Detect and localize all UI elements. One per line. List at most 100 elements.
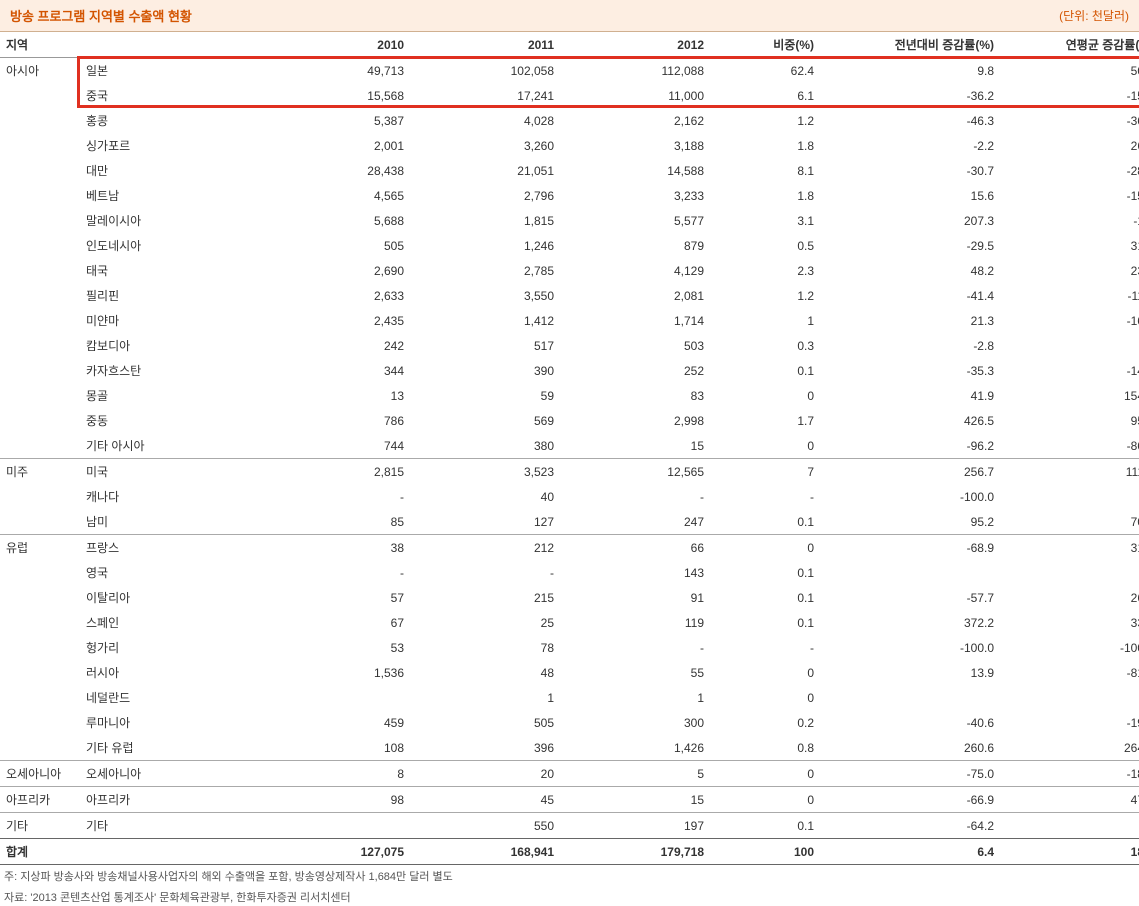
cell-yoy: -2.8: [820, 333, 1000, 358]
cell-2010: 2,690: [260, 258, 410, 283]
cell-2010: [260, 813, 410, 839]
cell-yoy: -68.9: [820, 535, 1000, 561]
col-share: 비중(%): [710, 32, 820, 58]
cell-2011: 2,796: [410, 183, 560, 208]
cell-region: [0, 333, 80, 358]
table-row: 유럽프랑스38212660-68.931.9: [0, 535, 1139, 561]
table-row: 캐나다-40---100.0-: [0, 484, 1139, 509]
cell-2010: 2,815: [260, 459, 410, 485]
table-row: 인도네시아5051,2468790.5-29.531.9: [0, 233, 1139, 258]
cell-share: 1.2: [710, 108, 820, 133]
cell-yoy: -40.6: [820, 710, 1000, 735]
cell-cagr: 26.9: [1000, 585, 1139, 610]
cell-2010: 38: [260, 535, 410, 561]
cell-2010: 744: [260, 433, 410, 459]
cell-cagr: 50.2: [1000, 58, 1139, 84]
cell-2011: 212: [410, 535, 560, 561]
table-row: 몽골135983041.9154.6: [0, 383, 1139, 408]
cell-yoy: -35.3: [820, 358, 1000, 383]
cell-2012: 1: [560, 685, 710, 710]
table-row: 러시아1,5364855013.9-81.1: [0, 660, 1139, 685]
cell-yoy: -2.2: [820, 133, 1000, 158]
cell-country: 태국: [80, 258, 260, 283]
cell-country: 헝가리: [80, 635, 260, 660]
cell-yoy: 15.6: [820, 183, 1000, 208]
cell-yoy: -66.9: [820, 787, 1000, 813]
cell-country: 이탈리아: [80, 585, 260, 610]
cell-country: 미얀마: [80, 308, 260, 333]
cell-region: [0, 660, 80, 685]
cell-2011: 3,550: [410, 283, 560, 308]
cell-country: 베트남: [80, 183, 260, 208]
cell-region: [0, 133, 80, 158]
table-row: 스페인67251190.1372.233.5: [0, 610, 1139, 635]
cell-total-y2011: 168,941: [410, 839, 560, 865]
cell-2010: 5,387: [260, 108, 410, 133]
cell-region: [0, 108, 80, 133]
cell-cagr: 26.2: [1000, 133, 1139, 158]
cell-share: 0.1: [710, 813, 820, 839]
cell-yoy: -57.7: [820, 585, 1000, 610]
cell-2012: 300: [560, 710, 710, 735]
cell-cagr: 31.9: [1000, 535, 1139, 561]
cell-share: 0.5: [710, 233, 820, 258]
cell-2010: 8: [260, 761, 410, 787]
cell-country: 영국: [80, 560, 260, 585]
footnote-2: 자료: '2013 콘텐츠산업 통계조사' 문화체육관광부, 한화투자증권 리서…: [0, 886, 1139, 906]
cell-yoy: -36.2: [820, 83, 1000, 108]
cell-cagr: -81.1: [1000, 660, 1139, 685]
cell-yoy: 207.3: [820, 208, 1000, 233]
cell-2010: [260, 685, 410, 710]
cell-yoy: 41.9: [820, 383, 1000, 408]
cell-country: 몽골: [80, 383, 260, 408]
cell-2010: 98: [260, 787, 410, 813]
cell-2011: 20: [410, 761, 560, 787]
cell-2010: 67: [260, 610, 410, 635]
cell-2011: 396: [410, 735, 560, 761]
cell-2011: 4,028: [410, 108, 560, 133]
cell-share: 2.3: [710, 258, 820, 283]
cell-total-share: 100: [710, 839, 820, 865]
cell-share: 0: [710, 761, 820, 787]
cell-cagr: 264.2: [1000, 735, 1139, 761]
title-bar: 방송 프로그램 지역별 수출액 현황 (단위: 천달러): [0, 0, 1139, 32]
cell-2011: 25: [410, 610, 560, 635]
cell-2010: 2,633: [260, 283, 410, 308]
cell-2012: 2,081: [560, 283, 710, 308]
cell-yoy: -46.3: [820, 108, 1000, 133]
cell-total-label: 합계: [0, 839, 260, 865]
cell-2010: 786: [260, 408, 410, 433]
cell-cagr: 70.5: [1000, 509, 1139, 535]
cell-2012: 11,000: [560, 83, 710, 108]
cell-2011: 380: [410, 433, 560, 459]
cell-share: 1: [710, 308, 820, 333]
cell-cagr: -86.0: [1000, 433, 1139, 459]
cell-region: [0, 158, 80, 183]
table-row: 필리핀2,6333,5502,0811.2-41.4-11.1: [0, 283, 1139, 308]
cell-yoy: -41.4: [820, 283, 1000, 308]
cell-yoy: 372.2: [820, 610, 1000, 635]
table-row: 캄보디아2425175030.3-2.844: [0, 333, 1139, 358]
cell-2010: 13: [260, 383, 410, 408]
cell-yoy: -75.0: [820, 761, 1000, 787]
table-row: 아시아일본49,713102,058112,08862.49.850.2: [0, 58, 1139, 84]
cell-2011: 127: [410, 509, 560, 535]
cell-country: 프랑스: [80, 535, 260, 561]
table-row: 태국2,6902,7854,1292.348.223.9: [0, 258, 1139, 283]
cell-share: 0.3: [710, 333, 820, 358]
cell-share: 0.1: [710, 509, 820, 535]
cell-cagr: -19.2: [1000, 710, 1139, 735]
cell-region: 오세아니아: [0, 761, 80, 787]
cell-2012: 12,565: [560, 459, 710, 485]
cell-cagr: 31.9: [1000, 233, 1139, 258]
cell-2011: 3,260: [410, 133, 560, 158]
cell-2012: 1,714: [560, 308, 710, 333]
cell-2010: 53: [260, 635, 410, 660]
cell-2012: 83: [560, 383, 710, 408]
table-row: 싱가포르2,0013,2603,1881.8-2.226.2: [0, 133, 1139, 158]
cell-share: 6.1: [710, 83, 820, 108]
table-row: 중동7865692,9981.7426.595.3: [0, 408, 1139, 433]
cell-share: 0.1: [710, 610, 820, 635]
cell-total-yoy: 6.4: [820, 839, 1000, 865]
cell-country: 아프리카: [80, 787, 260, 813]
